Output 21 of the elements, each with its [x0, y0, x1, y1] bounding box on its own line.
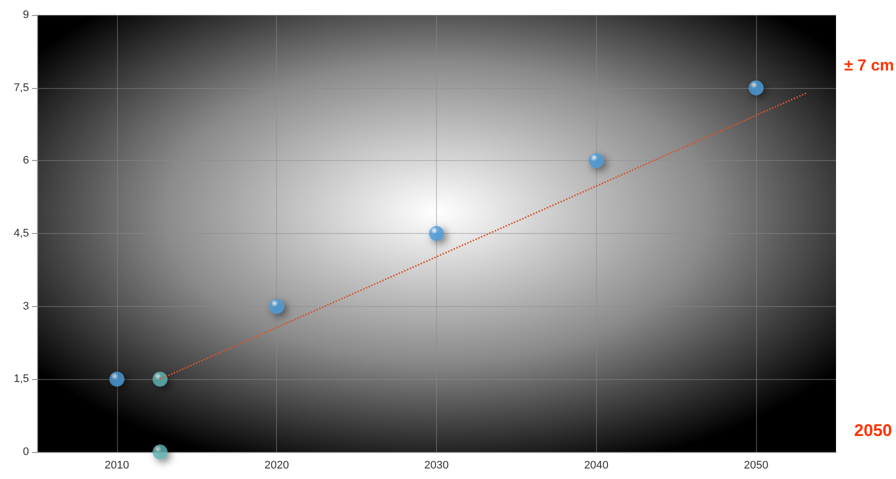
y-tick-label: 1,5: [14, 373, 29, 386]
point: [748, 80, 764, 96]
x-tick-label: 2050: [744, 460, 768, 472]
point: [429, 226, 444, 241]
y-tick-label: 7,5: [14, 82, 29, 94]
x-tick-label: 2030: [424, 460, 449, 472]
point: [152, 372, 168, 387]
y-tick-label: 3: [22, 300, 29, 312]
text: 2050: [854, 421, 892, 440]
x-tick-label: 2040: [584, 460, 609, 472]
text: ± 7 cm: [844, 58, 894, 74]
point: [269, 298, 284, 314]
x-tick-label: 2020: [264, 460, 289, 472]
point: [152, 444, 168, 460]
y-tick-label: 6: [22, 154, 29, 167]
x-tick-label: 2010: [104, 460, 130, 472]
y-tick-label: 9: [22, 9, 29, 21]
point: [109, 372, 124, 387]
point: [588, 153, 604, 168]
y-tick-label: 0: [22, 446, 29, 458]
y-tick-label: 4,5: [14, 228, 29, 240]
